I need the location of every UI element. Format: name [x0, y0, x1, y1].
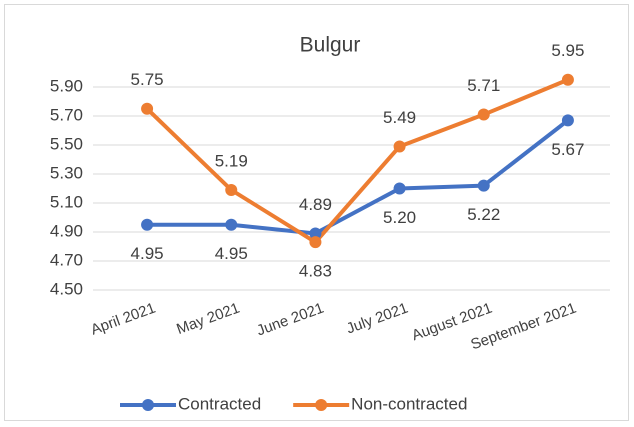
data-label: 4.95: [131, 244, 164, 263]
y-tick-label: 5.50: [50, 134, 83, 153]
marker: [141, 102, 154, 115]
data-label: 5.67: [551, 140, 584, 159]
series-line: [147, 118, 570, 236]
data-label: 5.95: [551, 41, 584, 60]
data-label: 5.75: [131, 70, 164, 89]
data-label: 5.19: [215, 151, 248, 170]
y-tick-label: 5.10: [50, 192, 83, 211]
legend-marker: [315, 399, 328, 411]
data-label: 5.22: [467, 205, 500, 224]
legend-marker: [142, 399, 154, 411]
data-label: 5.20: [383, 208, 416, 227]
marker: [561, 73, 574, 86]
y-tick-label: 5.90: [50, 76, 83, 95]
data-label: 4.95: [215, 244, 248, 263]
legend-label: Contracted: [178, 394, 261, 413]
data-label: 4.89: [299, 195, 332, 214]
chart-title: Bulgur: [300, 34, 361, 57]
y-tick-label: 5.70: [50, 105, 83, 124]
data-label: 5.49: [383, 108, 416, 127]
y-tick-label: 4.70: [50, 250, 83, 269]
marker: [225, 183, 238, 196]
y-tick-label: 4.90: [50, 221, 83, 240]
data-label: 4.83: [299, 262, 332, 281]
chart-border: [4, 4, 629, 421]
marker: [561, 114, 574, 127]
y-tick-label: 5.30: [50, 163, 83, 182]
y-tick-label: 4.50: [50, 279, 83, 298]
data-label: 5.71: [467, 76, 500, 95]
marker: [309, 227, 322, 240]
marker: [393, 182, 406, 195]
marker: [477, 108, 490, 121]
marker: [477, 179, 490, 192]
legend-label: Non-contracted: [351, 394, 467, 413]
marker: [141, 218, 154, 231]
marker: [225, 218, 238, 231]
series-line: [145, 77, 569, 245]
marker: [393, 140, 406, 153]
marker: [309, 236, 322, 249]
